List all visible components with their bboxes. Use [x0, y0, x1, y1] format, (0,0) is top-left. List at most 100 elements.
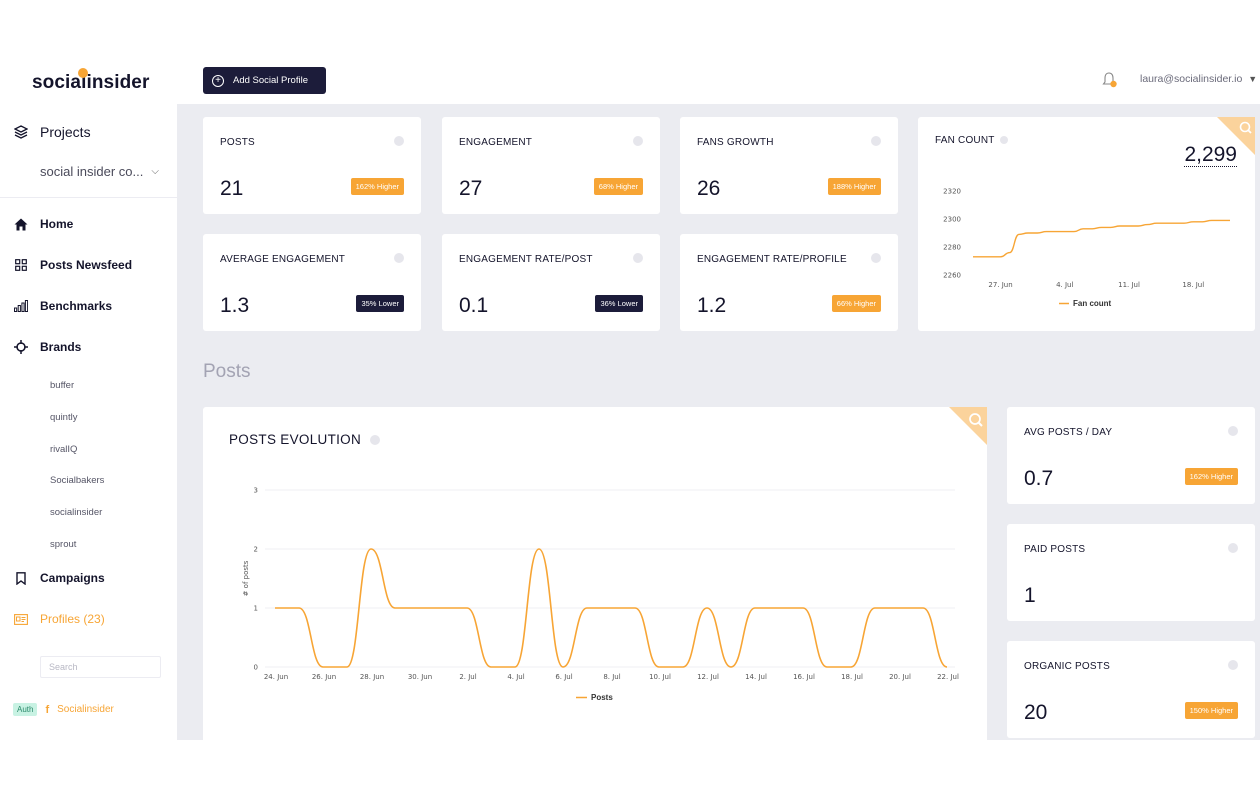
posts-section-title: Posts	[203, 361, 251, 382]
x-tick-label: 16. Jul	[793, 673, 815, 681]
kpi-value: 1.2	[697, 294, 727, 317]
kpi-card-organic-posts: ORGANIC POSTS 20 150% Higher	[1007, 641, 1255, 738]
comparison-badge: 150% Higher	[1184, 702, 1238, 719]
comparison-badge: 162% Higher	[1184, 468, 1238, 485]
info-icon[interactable]	[871, 253, 881, 263]
kpi-label: ORGANIC POSTS	[1024, 661, 1110, 672]
user-menu[interactable]: laura@socialinsider.io ▼	[1140, 73, 1257, 85]
bell-icon[interactable]	[1102, 71, 1118, 89]
info-icon[interactable]	[370, 434, 381, 445]
nav-benchmarks[interactable]: Benchmarks	[14, 299, 112, 313]
y-axis-label: # of posts	[242, 560, 250, 596]
info-icon[interactable]	[394, 253, 404, 263]
x-tick-label: 2. Jul	[459, 673, 476, 681]
nav-home-label: Home	[40, 217, 74, 231]
layers-icon	[14, 125, 28, 139]
kpi-label: POSTS	[220, 137, 255, 148]
y-tick-label: 3	[254, 487, 258, 495]
legend-label: Posts	[591, 693, 613, 702]
kpi-card-fans-growth: FANS GROWTH 26 188% Higher	[680, 117, 898, 214]
brand-item-socialbakers[interactable]: Socialbakers	[50, 475, 105, 486]
kpi-card-average-engagement: AVERAGE ENGAGEMENT 1.3 35% Lower	[203, 234, 421, 331]
kpi-card-posts: POSTS 21 162% Higher	[203, 117, 421, 214]
posts-evolution-title-text: POSTS EVOLUTION	[229, 432, 362, 447]
auth-badge: Auth	[13, 703, 38, 716]
kpi-value: 21	[220, 177, 244, 200]
legend-label: Fan count	[1073, 299, 1112, 308]
x-tick-label: 18. Jul	[841, 673, 863, 681]
nav-campaigns[interactable]: Campaigns	[14, 571, 105, 585]
nav-campaigns-label: Campaigns	[40, 571, 105, 585]
y-tick-label: 2	[254, 546, 258, 554]
nav-posts-newsfeed[interactable]: Posts Newsfeed	[14, 258, 132, 272]
posts-evolution-chart: 0 1 2 3 # of posts 24. Jun 26. Jun 28. Jun 30. J…	[242, 487, 959, 703]
x-tick-label: 12. Jul	[697, 673, 719, 681]
grid-icon	[14, 258, 28, 272]
id-card-icon	[14, 612, 28, 626]
info-icon[interactable]	[394, 136, 404, 146]
kpi-card-engagement-rate-profile: ENGAGEMENT RATE/PROFILE 1.2 66% Higher	[680, 234, 898, 331]
app-container: socialinsider Projects social insider co…	[0, 58, 1260, 740]
brand-item-rivaliq[interactable]: rivalIQ	[50, 444, 78, 455]
bar-chart-icon	[14, 299, 28, 313]
plus-circle-icon: +	[212, 74, 224, 87]
nav-profiles-label: Profiles (23)	[40, 612, 105, 626]
crosshair-icon	[14, 340, 28, 354]
kpi-label: ENGAGEMENT	[459, 137, 533, 148]
nav-profiles[interactable]: Profiles (23)	[14, 612, 105, 626]
kpi-value: 1	[1024, 584, 1036, 607]
posts-evolution-card: POSTS EVOLUTION 0 1 2 3 # of posts 24. Jun 26.…	[203, 407, 987, 740]
y-tick-label: 1	[254, 605, 258, 613]
add-social-profile-button[interactable]: + Add Social Profile	[203, 67, 326, 94]
kpi-value: 0.7	[1024, 467, 1054, 490]
comparison-badge: 188% Higher	[827, 178, 881, 195]
auth-profile-row[interactable]: Auth f Socialinsider	[13, 703, 114, 716]
nav-posts-newsfeed-label: Posts Newsfeed	[40, 258, 133, 272]
logo-dot-icon	[78, 68, 88, 78]
sidebar: socialinsider Projects social insider co…	[0, 58, 177, 740]
kpi-card-avg-posts-day: AVG POSTS / DAY 0.7 162% Higher	[1007, 407, 1255, 504]
x-tick-label: 4. Jul	[507, 673, 524, 681]
comparison-badge: 66% Higher	[831, 295, 881, 312]
nav-brands[interactable]: Brands	[14, 340, 81, 354]
info-icon[interactable]	[871, 136, 881, 146]
comparison-badge: 68% Higher	[593, 178, 643, 195]
zoom-corner[interactable]	[949, 407, 987, 445]
kpi-label: ENGAGEMENT RATE/POST	[459, 254, 593, 265]
home-icon	[14, 217, 28, 231]
kpi-label: ENGAGEMENT RATE/PROFILE	[697, 254, 847, 265]
info-icon[interactable]	[633, 253, 643, 263]
info-icon[interactable]	[633, 136, 643, 146]
x-tick-label: 8. Jul	[603, 673, 620, 681]
profiles-search-input[interactable]: Search	[40, 656, 161, 678]
brand-item-sprout[interactable]: sprout	[50, 539, 77, 550]
y-tick-label: 2260	[943, 272, 961, 280]
info-icon[interactable]	[1000, 136, 1008, 144]
kpi-value: 27	[459, 177, 483, 200]
x-tick-label: 22. Jul	[937, 673, 959, 681]
brand-item-quintly[interactable]: quintly	[50, 412, 78, 423]
y-tick-label: 2300	[943, 216, 961, 224]
nav-home[interactable]: Home	[14, 217, 73, 231]
kpi-label: FANS GROWTH	[697, 137, 774, 148]
kpi-card-engagement: ENGAGEMENT 27 68% Higher	[442, 117, 660, 214]
auth-profile-name: Socialinsider	[57, 704, 114, 715]
brand-item-socialinsider[interactable]: socialinsider	[50, 507, 103, 518]
info-icon[interactable]	[1228, 543, 1238, 553]
kpi-value: 1.3	[220, 294, 250, 317]
x-tick-label: 26. Jun	[312, 673, 336, 681]
info-icon[interactable]	[1228, 660, 1238, 670]
brand-item-buffer[interactable]: buffer	[50, 380, 75, 391]
logo[interactable]: socialinsider	[32, 72, 150, 93]
info-icon[interactable]	[1228, 426, 1238, 436]
fan-count-card: FAN COUNT 2,299 2260 2280 2300 2320 27. Jun 4…	[918, 117, 1255, 331]
x-tick-label: 28. Jun	[360, 673, 384, 681]
comparison-badge: 36% Lower	[595, 295, 643, 312]
divider	[0, 197, 177, 198]
kpi-card-paid-posts: PAID POSTS 1	[1007, 524, 1255, 621]
project-select[interactable]: social insider co... ⌵	[40, 164, 159, 179]
projects-header: Projects	[14, 124, 91, 140]
comparison-badge: 35% Lower	[356, 295, 404, 312]
user-email: laura@socialinsider.io	[1140, 73, 1243, 85]
zoom-corner[interactable]	[1217, 117, 1255, 155]
